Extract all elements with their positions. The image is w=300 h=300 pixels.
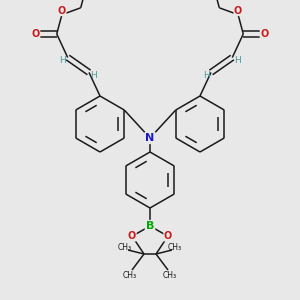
Text: CH₃: CH₃	[123, 272, 137, 280]
Text: O: O	[128, 231, 136, 241]
Text: CH₃: CH₃	[163, 272, 177, 280]
Text: H: H	[204, 71, 210, 80]
Text: H: H	[90, 71, 96, 80]
Text: N: N	[146, 133, 154, 143]
Text: O: O	[260, 29, 269, 39]
Text: CH₃: CH₃	[168, 244, 182, 253]
Text: CH₃: CH₃	[118, 244, 132, 253]
Text: H: H	[59, 56, 66, 65]
Text: B: B	[146, 221, 154, 231]
Text: O: O	[164, 231, 172, 241]
Text: O: O	[58, 6, 66, 16]
Text: O: O	[234, 6, 242, 16]
Text: O: O	[32, 29, 40, 39]
Text: H: H	[234, 56, 241, 65]
